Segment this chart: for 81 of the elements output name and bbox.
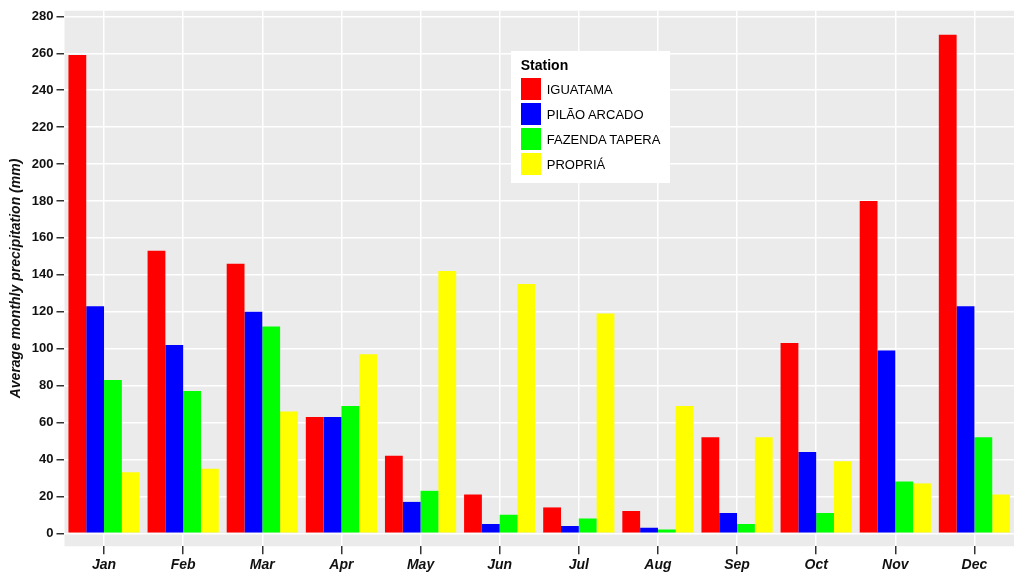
bar [833, 461, 852, 533]
y-tick-label: 260 [31, 44, 54, 60]
bar [438, 271, 457, 533]
x-tick-label: May [406, 556, 436, 573]
x-tick-label: Aug [643, 556, 672, 573]
bar [384, 455, 403, 533]
bar [859, 200, 878, 533]
bar [517, 284, 536, 533]
y-tick-label: 180 [31, 192, 54, 208]
bar [244, 311, 263, 533]
bar [499, 514, 518, 533]
legend-label: PROPRIÁ [546, 156, 606, 172]
x-tick-label: Sep [724, 556, 751, 573]
bar [165, 344, 184, 533]
bar [754, 437, 773, 533]
bar [877, 350, 896, 533]
y-tick-label: 40 [39, 451, 54, 467]
bar [657, 529, 676, 533]
bar [104, 380, 122, 533]
bar [974, 437, 993, 533]
x-tick-label: Jun [487, 556, 513, 573]
bar [596, 313, 615, 533]
y-tick-label: 280 [31, 7, 54, 23]
y-axis-title: Average monthly precipitation (mm) [7, 158, 24, 400]
legend-label: IGUATAMA [546, 81, 613, 97]
legend-label: PILÃO ARCADO [546, 106, 644, 122]
y-tick-label: 20 [39, 487, 54, 503]
y-tick-label: 0 [46, 524, 54, 540]
bar [895, 481, 914, 533]
legend-title: Station [520, 56, 570, 73]
bar [992, 494, 1011, 533]
bar [341, 405, 360, 533]
bar [719, 512, 738, 533]
y-tick-label: 160 [31, 229, 54, 245]
bar [464, 494, 482, 533]
y-tick-label: 140 [31, 266, 54, 282]
bar [147, 250, 166, 533]
x-tick-label: Nov [882, 556, 910, 573]
legend-label: FAZENDA TAPERA [546, 131, 661, 147]
bar [68, 55, 87, 533]
bar [816, 512, 834, 533]
bar [305, 416, 324, 533]
bar [280, 411, 298, 533]
bar [675, 405, 694, 533]
bar [420, 490, 439, 533]
x-tick-label: Mar [249, 556, 277, 573]
y-tick-label: 120 [31, 303, 54, 319]
x-tick-label: Apr [328, 556, 356, 573]
bar [938, 34, 957, 533]
bar [183, 391, 201, 533]
x-tick-label: Oct [804, 556, 830, 573]
bar [359, 354, 378, 533]
x-tick-label: Jul [568, 556, 591, 573]
bar [701, 437, 720, 533]
bar [561, 525, 579, 533]
y-tick-label: 100 [31, 340, 54, 356]
bar [543, 507, 562, 533]
x-tick-label: Jan [91, 556, 117, 573]
bar [780, 343, 799, 533]
bar [262, 326, 281, 533]
y-tick-label: 80 [39, 377, 54, 393]
y-tick-label: 220 [31, 118, 54, 134]
bar [798, 452, 817, 533]
bar [200, 468, 219, 533]
bar [226, 263, 245, 533]
bar [737, 524, 755, 533]
bar [640, 527, 658, 533]
bar [481, 524, 500, 533]
y-tick-label: 240 [31, 81, 54, 97]
bar [323, 416, 342, 533]
x-tick-label: Feb [170, 556, 197, 573]
y-tick-label: 200 [31, 155, 54, 171]
bar [913, 483, 931, 533]
bar [578, 518, 597, 533]
bar [121, 472, 140, 533]
bar [402, 501, 421, 533]
x-tick-label: Dec [961, 556, 988, 573]
y-tick-label: 60 [39, 414, 54, 430]
bar [86, 306, 105, 533]
bar [622, 511, 641, 533]
bar [956, 306, 975, 533]
